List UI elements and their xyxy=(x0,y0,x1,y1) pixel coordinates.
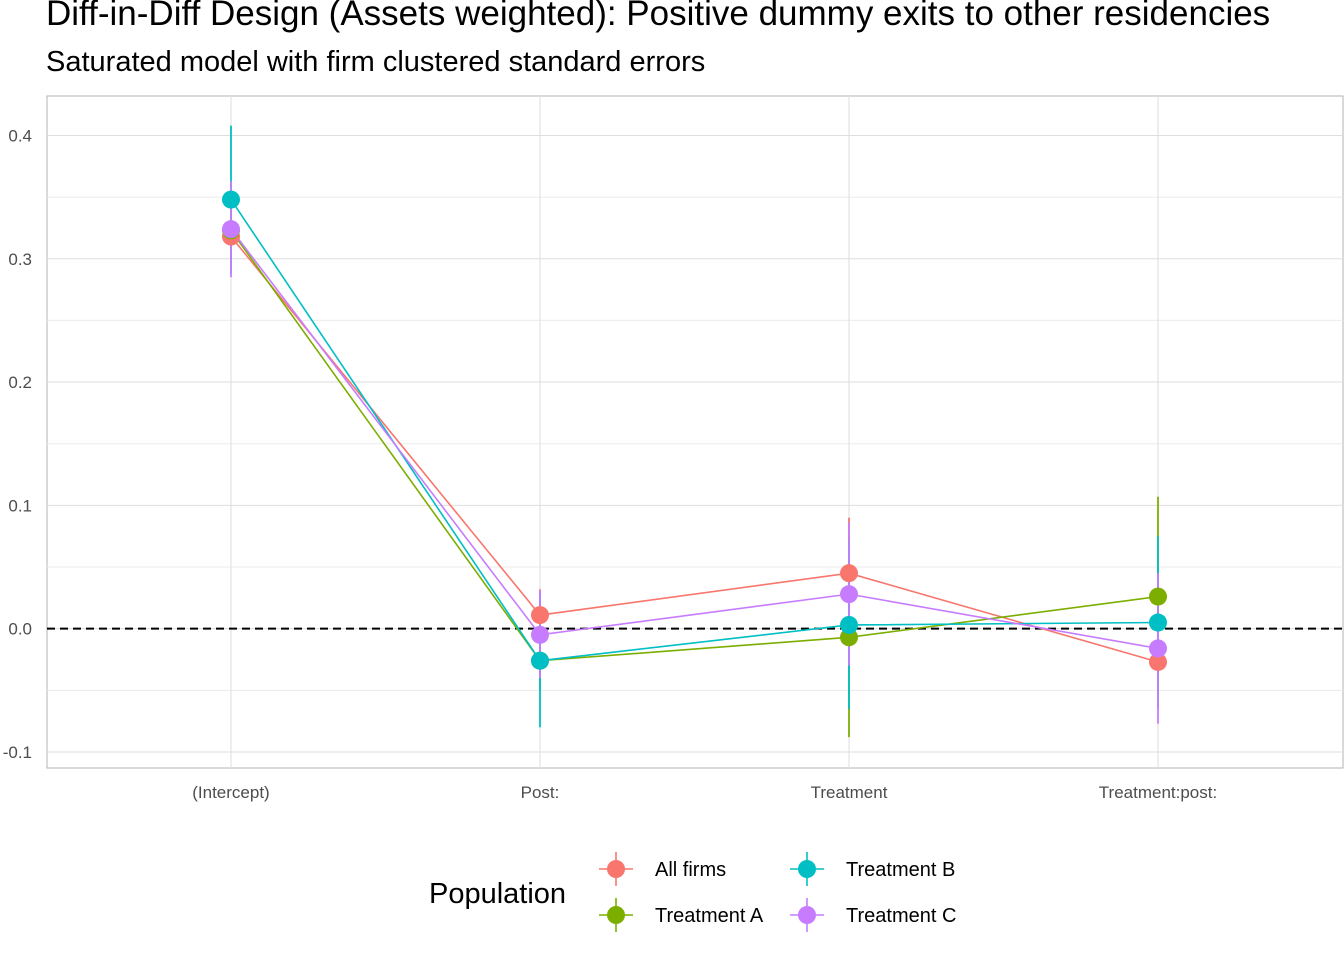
axis-layer: -0.1 0.0 0.1 0.2 0.3 0.4 (Intercept) Post: Treat… xyxy=(3,126,1343,802)
y-tick-label: 0.1 xyxy=(8,496,32,515)
data-point xyxy=(222,220,240,239)
legend-key-point xyxy=(798,860,816,878)
legend-key-point xyxy=(607,906,625,924)
data-point xyxy=(1149,587,1167,606)
data-point xyxy=(222,190,240,209)
data-point xyxy=(531,625,549,644)
data-point xyxy=(1149,639,1167,658)
grid-layer xyxy=(46,95,1344,769)
legend-key-point xyxy=(798,906,816,924)
y-tick-label: 0.3 xyxy=(8,250,32,269)
data-point xyxy=(1149,613,1167,632)
data-point xyxy=(531,651,549,670)
y-tick-label: -0.1 xyxy=(3,743,32,762)
x-tick-label: Treatment:post: xyxy=(1099,783,1217,802)
data-point xyxy=(531,606,549,625)
chart-subtitle: Saturated model with firm clustered stan… xyxy=(46,46,706,78)
series-line xyxy=(230,199,1159,662)
chart-title: Diff-in-Diff Design (Assets weighted): P… xyxy=(46,0,1271,33)
data-point xyxy=(840,585,858,604)
data-point xyxy=(840,615,858,634)
series-line xyxy=(230,236,1159,663)
y-tick-label: 0.4 xyxy=(8,126,32,145)
x-tick-label: Post: xyxy=(521,783,560,802)
legend: Population All firms Treatment A Treatment … xyxy=(429,852,956,932)
series-layer xyxy=(222,125,1167,738)
data-point xyxy=(840,564,858,583)
series-line xyxy=(230,228,1159,650)
x-tick-label: Treatment xyxy=(811,783,888,802)
panel-border xyxy=(46,95,1344,769)
legend-title: Population xyxy=(429,878,566,910)
y-tick-label: 0.0 xyxy=(8,620,32,639)
legend-label: Treatment A xyxy=(655,905,764,927)
y-tick-label: 0.2 xyxy=(8,373,32,392)
series-line xyxy=(230,229,1159,662)
legend-key-point xyxy=(607,860,625,878)
legend-label: All firms xyxy=(655,859,726,881)
x-tick-label: (Intercept) xyxy=(192,783,269,802)
data-point xyxy=(1149,652,1167,671)
legend-label: Treatment B xyxy=(846,859,955,881)
legend-label: Treatment C xyxy=(846,905,956,927)
data-point xyxy=(840,628,858,647)
